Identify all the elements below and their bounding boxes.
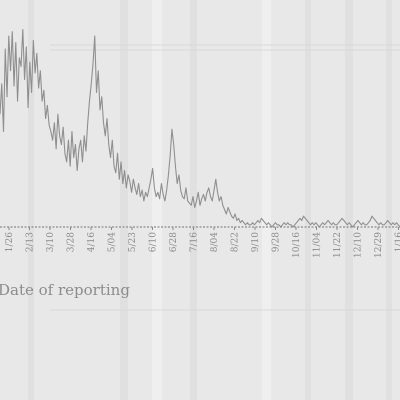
x-tick-label: 7/16: [190, 232, 200, 252]
x-tick-label: 6/10: [149, 232, 159, 252]
x-tick-label: 12/29: [374, 232, 384, 258]
x-tick-label: 4/16: [87, 232, 97, 252]
scan-band: [386, 0, 392, 400]
x-tick-label: 9/28: [272, 232, 282, 252]
series-group: [0, 28, 400, 228]
x-tick-labels: 1/26 2/13 3/10 3/28 4/16 5/04 5/23 6/10 6/28 7/16…: [5, 227, 400, 258]
x-tick-label: 3/28: [67, 232, 77, 252]
series-line: [0, 28, 400, 228]
scan-artifacts: [28, 0, 400, 400]
x-tick-label: 6/28: [169, 232, 179, 252]
scan-band: [305, 0, 311, 400]
x-tick-label: 1/16: [395, 232, 400, 252]
scan-band: [345, 0, 353, 400]
x-tick-label: 2/13: [26, 232, 36, 252]
x-tick-label: 3/10: [46, 232, 56, 252]
scan-band: [28, 0, 34, 400]
scan-band: [120, 0, 128, 400]
x-tick-label: 9/10: [251, 232, 261, 252]
scan-band: [152, 0, 162, 400]
x-tick-label: 10/16: [292, 232, 302, 258]
x-tick-label: 5/04: [108, 232, 118, 252]
x-tick-label: 5/23: [128, 232, 138, 252]
x-tick-label: 11/04: [313, 232, 323, 258]
x-tick-label: 1/26: [5, 232, 15, 252]
scan-band: [262, 0, 271, 400]
x-tick-label: 8/04: [210, 232, 220, 252]
x-tick-label: 8/22: [231, 232, 241, 252]
x-tick-label: 12/10: [354, 232, 364, 258]
x-tick-label: 11/22: [333, 232, 343, 258]
x-axis-title: Date of reporting: [0, 281, 130, 299]
